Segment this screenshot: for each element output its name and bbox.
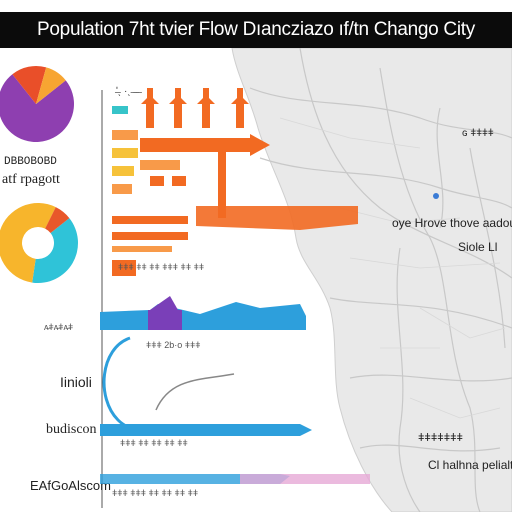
flow-bar-teal-1: [112, 106, 128, 114]
tick-row-2: ǂǂǂ 2b·o ǂǂǂ: [146, 340, 201, 350]
flow-chart: [0, 66, 370, 508]
city-map: [231, 48, 512, 512]
flow-bar-yellow-2: [112, 166, 134, 176]
flow-arrow-up-3: [197, 88, 215, 104]
flow-arrow-stem-3: [202, 104, 210, 128]
pie-chart-slice-1: [0, 74, 74, 142]
flow-purple-head: [150, 296, 178, 310]
map-roads: [249, 48, 512, 512]
flow-gray-curve: [155, 373, 235, 411]
flow-bar-orange-2: [172, 176, 186, 186]
flow-bar-lorange-3: [112, 246, 172, 252]
flow-purple-segment: [148, 310, 182, 330]
map-marker: [433, 193, 439, 199]
flow-bar-orange-1: [150, 176, 164, 186]
flow-blue-band: [100, 302, 306, 330]
flow-bar-yellow-1: [112, 148, 138, 158]
tick-row-1: ǂǂǂ ǂǂ ǂǂ ǂǂǂ ǂǂ ǂǂ: [118, 262, 205, 272]
flow-arrow-stem-2: [174, 104, 182, 128]
top-ticks: ʹ̶ˎ ·ˎ ̶ ̶ ̶: [116, 86, 140, 97]
flow-bar-orange-4: [112, 232, 188, 240]
flow-bar-orange-3: [112, 216, 188, 224]
donut-chart-slice-3: [45, 207, 70, 234]
flow-arrow-up-2: [169, 88, 187, 104]
flow-arrow-up-1: [141, 88, 159, 104]
flow-arrow-stem-1: [146, 104, 154, 128]
tick-row-3: ǂǂǂ ǂǂ ǂǂ ǂǂ ǂǂ: [120, 438, 188, 448]
row-label-3: budiscon: [46, 422, 97, 437]
flow-band-2: [140, 160, 180, 170]
row-label-4: EAfGoAlscom: [30, 478, 111, 493]
flow-bar-lorange-2: [112, 184, 132, 194]
flow-blue-bar-2: [100, 424, 312, 436]
tick-row-4: ǂǂǂ ǂǂǂ ǂǂ ǂǂ ǂǂ ǂǂ: [112, 488, 199, 498]
map-label-area-1: ɢ ǂǂǂǂ: [462, 128, 494, 139]
donut-chart-slice-1: [32, 218, 78, 283]
row-label-2: Iinioli: [60, 374, 92, 390]
legend-line-1: DBBOBOBD: [4, 156, 57, 168]
page-title: Population 7ht tvier Flow Dıancziazo ıf/…: [0, 12, 512, 48]
flow-arrow-stem-4: [236, 104, 244, 128]
map-minor-roads: [279, 117, 506, 419]
flow-vertical-band: [218, 138, 226, 218]
donut-chart-slice-2: [0, 203, 56, 283]
map-land: [231, 48, 512, 512]
flow-bar-lorange-1: [112, 130, 138, 140]
pie-chart-slice-3: [36, 67, 66, 104]
flow-band-1-head: [250, 134, 270, 156]
flow-blue-arc: [102, 336, 167, 436]
map-label-area-5: Cl halhna pelialts: [428, 458, 512, 472]
legend-line-2: atf rpagott: [2, 172, 60, 187]
pie-chart-slice-2: [12, 66, 47, 104]
flow-wide-band: [196, 206, 358, 230]
map-label-area-3: Siole Ll: [458, 240, 498, 254]
map-label-area-2: oye Hrove thove aadouts: [392, 216, 512, 230]
flow-band-1: [140, 138, 250, 152]
flow-arrow-up-4: [231, 88, 249, 104]
flow-pink-bar: [240, 474, 370, 484]
map-label-area-4: ǂǂǂǂǂǂǂ: [418, 432, 463, 444]
row-label-1: ʌ̶ǂʌ̶ǂʌ̶ǂ: [44, 322, 74, 332]
flow-bar-orange-5: [112, 260, 136, 276]
